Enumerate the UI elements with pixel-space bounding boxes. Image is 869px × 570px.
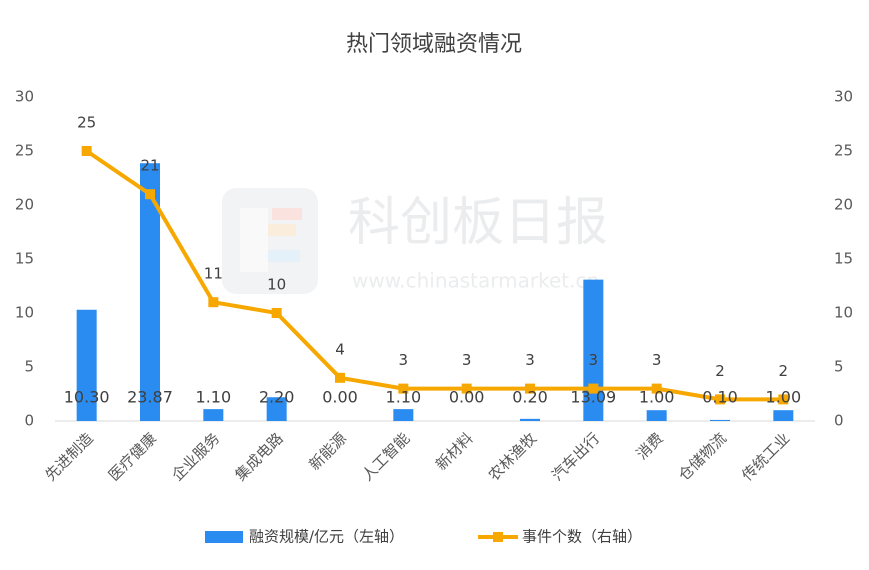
- legend-swatch: [205, 531, 243, 543]
- watermark-logo-part: [268, 250, 300, 262]
- bar-value-label: 0.20: [512, 388, 548, 407]
- x-tick-label: 新能源: [305, 429, 350, 474]
- y-tick-label: 10: [15, 304, 34, 322]
- y2-tick-label: 0: [834, 412, 844, 430]
- line-marker: [335, 372, 345, 383]
- x-tick-label: 先进制造: [42, 429, 97, 484]
- bar: [76, 309, 97, 421]
- watermark: 科创板日报 www.chinastarmarket.cn: [222, 188, 608, 294]
- line: [85, 149, 784, 402]
- line-marker: [145, 189, 155, 200]
- line-marker: [651, 383, 662, 394]
- bar-value-label: 1.10: [386, 388, 422, 407]
- line-value-label: 25: [77, 114, 96, 132]
- y2-tick-label: 25: [834, 142, 853, 160]
- watermark-url: www.chinastarmarket.cn: [352, 269, 599, 293]
- legend-label: 融资规模/亿元（左轴）: [249, 528, 404, 546]
- bar-value-label: 2.20: [259, 388, 295, 407]
- line-marker: [588, 383, 599, 394]
- line-value-label: 3: [525, 351, 535, 369]
- legend-swatch-marker: [493, 532, 503, 542]
- bar: [203, 409, 224, 421]
- y2-tick-label: 30: [834, 88, 853, 106]
- bar-value-label: 0.00: [449, 388, 485, 407]
- line-marker: [398, 383, 409, 394]
- line-value-label: 21: [140, 157, 159, 175]
- bar: [520, 418, 540, 421]
- line-marker: [715, 394, 725, 405]
- y-tick-label: 15: [15, 250, 34, 268]
- line-value-label: 10: [267, 276, 286, 294]
- bar: [710, 419, 730, 421]
- y2-tick-label: 10: [834, 304, 853, 322]
- chart-title: 热门领域融资情况: [346, 32, 522, 57]
- bar-value-label: 23.87: [127, 388, 173, 407]
- bar-value-label: 1.10: [196, 388, 232, 407]
- bar: [266, 397, 287, 421]
- bar-value-label: 13.09: [570, 388, 616, 407]
- line-marker: [778, 394, 789, 405]
- y-tick-label: 25: [15, 142, 34, 160]
- x-tick-label: 传统工业: [738, 429, 793, 484]
- y2-tick-label: 5: [834, 358, 844, 376]
- bar: [646, 410, 667, 421]
- line-value-label: 3: [652, 351, 662, 369]
- x-tick-label: 医疗健康: [105, 429, 160, 484]
- line-value-label: 2: [715, 362, 725, 380]
- bar-value-label: 1.00: [639, 388, 675, 407]
- x-tick-label: 消费: [633, 429, 667, 463]
- line-marker: [271, 308, 282, 318]
- line-marker: [525, 383, 535, 394]
- line-value-label: 2: [779, 362, 789, 380]
- y-tick-label: 30: [15, 88, 34, 106]
- legend-label: 事件个数（右轴）: [522, 528, 642, 546]
- line-value-label: 3: [462, 351, 472, 369]
- line-value-label: 3: [589, 351, 599, 369]
- bar-value-label: 10.30: [64, 388, 110, 407]
- y-tick-label: 0: [24, 412, 34, 430]
- y-tick-label: 5: [24, 358, 34, 376]
- watermark-text: 科创板日报: [348, 193, 608, 253]
- x-tick-label: 仓储物流: [675, 429, 730, 484]
- bar: [773, 410, 794, 421]
- x-tick-label: 集成电路: [232, 429, 287, 484]
- y2-tick-label: 20: [834, 196, 853, 214]
- bar-value-label: 1.00: [766, 388, 802, 407]
- line-marker: [208, 297, 219, 308]
- line-value-label: 4: [335, 340, 345, 358]
- x-tick-label: 汽车出行: [548, 429, 603, 484]
- line-value-label: 3: [399, 351, 409, 369]
- line-marker: [461, 383, 472, 394]
- bar: [393, 409, 414, 421]
- y-tick-label: 20: [15, 196, 34, 214]
- bar-value-label: 0.00: [322, 388, 358, 407]
- x-tick-label: 人工智能: [358, 429, 413, 484]
- line-marker: [81, 146, 92, 156]
- x-tick-label: 新材料: [432, 429, 477, 474]
- y2-tick-label: 15: [834, 250, 853, 268]
- x-tick-label: 农林渔牧: [485, 429, 540, 484]
- x-tick-label: 企业服务: [168, 429, 223, 484]
- line-value-label: 11: [204, 265, 223, 283]
- watermark-logo-part: [268, 224, 296, 236]
- bar: [140, 163, 160, 422]
- watermark-logo-part: [272, 208, 302, 220]
- bar-value-label: 0.10: [702, 388, 738, 407]
- watermark-logo-part: [240, 208, 268, 272]
